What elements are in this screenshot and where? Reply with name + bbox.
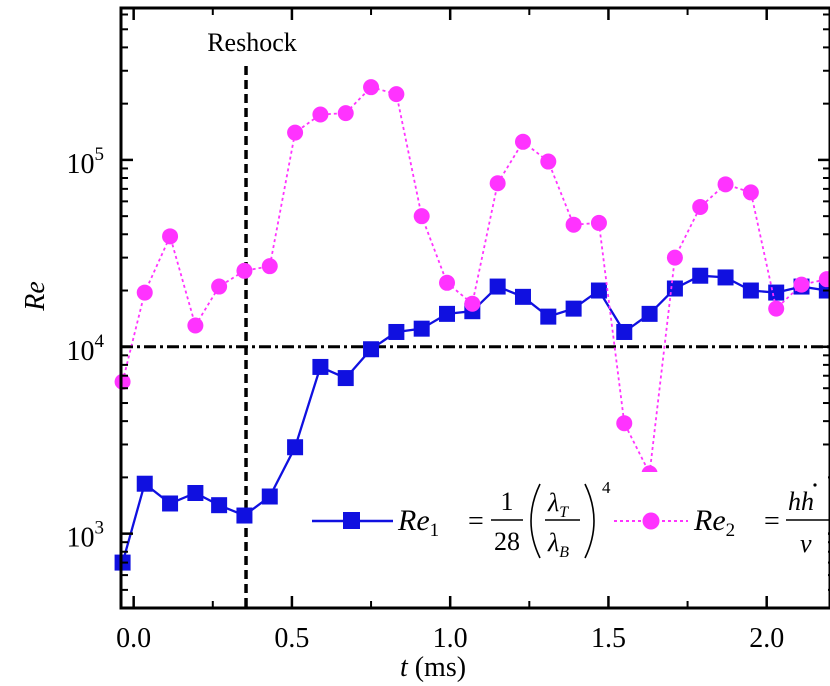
series-re2-point <box>388 86 405 103</box>
legend-re1-left-paren <box>530 483 541 559</box>
legend-re1-den: 28 <box>494 527 520 556</box>
legend-re2-dot <box>813 483 817 487</box>
x-tick-label: 0.5 <box>274 623 309 654</box>
y-axis-title: Re <box>20 281 51 312</box>
series-re2-point <box>236 262 253 279</box>
series-re2-point <box>287 124 304 141</box>
series-re2-point <box>717 176 734 193</box>
legend-re2-num: hh <box>788 487 814 516</box>
legend-re1-eq: = <box>468 506 484 537</box>
series-re2-point <box>489 175 506 192</box>
series-layer <box>114 79 830 571</box>
series-re1-point <box>489 278 506 295</box>
series-re1-point <box>187 484 204 501</box>
legend-entry-re1: Re1 = 1 28 λT λB 4 <box>312 478 611 561</box>
legend-re2-den: ν <box>800 529 812 558</box>
legend: Re1 = 1 28 λT λB 4 Re2 = hh ν <box>306 472 830 596</box>
series-re2-point <box>590 214 607 231</box>
series-re2-point <box>413 208 430 225</box>
y-tick-label: 105 <box>67 144 105 180</box>
y-tick-label: 104 <box>67 331 105 367</box>
x-axis-symbol: t <box>400 652 409 683</box>
series-re2-point <box>464 295 481 312</box>
series-re1-point <box>540 308 557 325</box>
x-tick-label: 2.0 <box>749 623 784 654</box>
series-re1-point <box>742 282 759 299</box>
legend-entry-re2: Re2 = hh ν <box>614 483 830 558</box>
legend-re1-power: 4 <box>602 478 611 497</box>
series-re2-point <box>211 278 228 295</box>
series-re2-point <box>187 317 204 334</box>
series-re2-point <box>768 300 785 317</box>
axes: 0.0 0.5 1.0 1.5 2.0 103 104 105 <box>67 8 830 654</box>
series-re2-point <box>540 153 557 170</box>
series-re1-point <box>363 341 380 358</box>
legend-re1-lambda-t: λT <box>547 488 569 521</box>
series-re1-point <box>413 320 430 337</box>
series-re1-point <box>312 358 329 375</box>
x-tick-label: 1.5 <box>591 623 626 654</box>
series-re2-point <box>136 284 153 301</box>
x-axis-title: t (ms) <box>400 652 466 683</box>
series-re2-point <box>514 133 531 150</box>
series-re2-point <box>439 274 456 291</box>
series-re1-point <box>388 323 405 340</box>
series-re1-point <box>236 507 253 524</box>
x-tick-label: 1.0 <box>433 623 468 654</box>
legend-re1-lambda-b: λB <box>547 528 569 561</box>
series-re2-point <box>742 184 759 201</box>
series-re1-point <box>590 282 607 299</box>
series-re1-point <box>136 475 153 492</box>
series-re2-point <box>666 249 683 266</box>
series-re1-point <box>337 370 354 387</box>
series-re2-point <box>818 271 830 288</box>
series-re2-point <box>363 79 380 96</box>
plot-frame <box>119 6 830 610</box>
reshock-label: Reshock <box>207 28 297 57</box>
series-re1-point <box>439 305 456 322</box>
series-re1-point <box>287 439 304 456</box>
y-tick-label: 103 <box>67 518 105 554</box>
series-re2-point <box>261 258 278 275</box>
x-axis-unit: (ms) <box>415 652 466 683</box>
series-re1-point <box>211 497 228 514</box>
series-re2-point <box>162 228 179 245</box>
series-re1-point <box>717 269 734 286</box>
series-re2-point <box>114 373 131 390</box>
legend-re1-num: 1 <box>501 487 514 516</box>
series-re1-point <box>616 323 633 340</box>
series-re1-point <box>162 495 179 512</box>
legend-re2-marker <box>642 512 660 530</box>
series-re2-point <box>616 415 633 432</box>
series-re2-point <box>692 198 709 215</box>
series-re2-point <box>793 276 810 293</box>
series-re2-point <box>565 216 582 233</box>
legend-re2-eq: = <box>764 506 780 537</box>
legend-re1-marker <box>343 512 360 529</box>
series-re1-point <box>565 300 582 317</box>
legend-re1-right-paren <box>584 483 595 559</box>
legend-box <box>306 472 828 596</box>
legend-re2-lhs: Re2 <box>693 504 735 541</box>
series-re1-point <box>514 288 531 305</box>
series-re1-point <box>261 488 278 505</box>
series-re1-point <box>641 305 658 322</box>
legend-re1-lhs: Re1 <box>397 504 439 541</box>
series-re1-point <box>692 267 709 284</box>
series-re1-point <box>768 284 785 301</box>
series-re2-point <box>312 106 329 123</box>
x-tick-label: 0.0 <box>116 623 151 654</box>
series-re2-point <box>337 105 354 122</box>
series-re1-point <box>666 280 683 297</box>
